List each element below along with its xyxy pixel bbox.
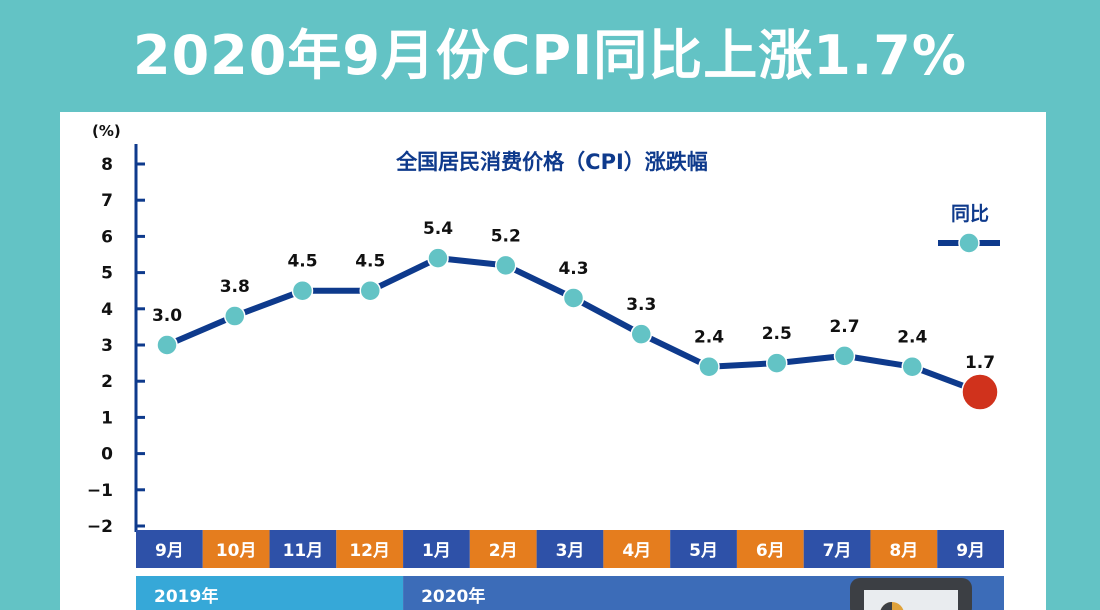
data-label: 1.7 xyxy=(965,353,995,373)
data-point xyxy=(359,279,381,302)
legend-marker xyxy=(958,232,980,254)
data-label: 3.8 xyxy=(220,277,250,297)
y-tick-label: 8 xyxy=(101,155,113,175)
month-cell xyxy=(136,530,203,568)
month-label: 9月 xyxy=(155,541,184,561)
y-tick-label: −2 xyxy=(87,517,113,537)
month-label: 7月 xyxy=(823,541,852,561)
data-label: 2.7 xyxy=(829,317,859,337)
data-point-highlight xyxy=(961,373,999,411)
y-tick-label: 5 xyxy=(101,264,113,284)
month-cell xyxy=(670,530,737,568)
month-label: 10月 xyxy=(216,541,257,561)
data-label: 4.5 xyxy=(355,252,385,272)
y-unit-label: (%) xyxy=(92,122,121,140)
data-label: 5.4 xyxy=(423,219,453,239)
data-label: 2.4 xyxy=(897,328,927,348)
y-tick-label: 1 xyxy=(101,408,113,428)
month-cell xyxy=(870,530,938,568)
data-label: 4.3 xyxy=(558,259,588,279)
data-label: 3.3 xyxy=(626,295,656,315)
data-point xyxy=(698,355,720,378)
data-label: 5.2 xyxy=(491,226,521,246)
y-tick-label: −1 xyxy=(87,481,113,501)
data-point xyxy=(766,352,788,374)
month-label: 6月 xyxy=(756,541,785,561)
month-cell xyxy=(469,530,537,568)
month-label: 12月 xyxy=(349,541,390,561)
data-label: 4.5 xyxy=(287,252,317,272)
data-point xyxy=(156,334,178,356)
month-cell xyxy=(937,530,1004,568)
data-label: 2.4 xyxy=(694,328,724,348)
data-point xyxy=(901,355,923,378)
device-screen-icon xyxy=(864,590,958,610)
month-label: 3月 xyxy=(556,541,585,561)
chart-panel: 全国居民消费价格（CPI）涨跌幅 (%) 8 7 6 5 4 3 2 1 0 −1 −2 3.0 3.8 4.… xyxy=(60,112,1046,610)
data-label: 2.5 xyxy=(762,324,792,344)
data-label: 3.0 xyxy=(152,306,182,326)
y-tick-label: 2 xyxy=(101,372,113,392)
cpi-line-chart: 全国居民消费价格（CPI）涨跌幅 (%) 8 7 6 5 4 3 2 1 0 −1 −2 3.0 3.8 4.… xyxy=(87,122,1005,610)
legend-label: 同比 xyxy=(951,203,989,225)
chart-title: 全国居民消费价格（CPI）涨跌幅 xyxy=(395,150,708,174)
month-cell xyxy=(269,530,337,568)
data-point xyxy=(562,287,585,309)
month-cell xyxy=(736,530,804,568)
headline: 2020年9月份CPI同比上涨1.7% xyxy=(133,24,967,87)
year-label: 2020年 xyxy=(421,586,485,607)
month-cell xyxy=(202,530,270,568)
month-cell xyxy=(803,530,871,568)
y-tick-label: 0 xyxy=(101,445,113,465)
data-point xyxy=(833,345,856,367)
y-tick-label: 7 xyxy=(101,191,113,211)
month-cell xyxy=(536,530,604,568)
y-tick-label: 4 xyxy=(101,300,113,320)
y-tick-label: 3 xyxy=(101,336,113,356)
month-label: 9月 xyxy=(956,541,985,561)
data-point xyxy=(630,323,652,345)
y-tick-label: 6 xyxy=(101,227,113,247)
month-label: 8月 xyxy=(889,541,918,561)
pie-slice-icon xyxy=(880,602,892,610)
data-point xyxy=(224,305,246,327)
data-point xyxy=(495,254,517,277)
month-cell xyxy=(403,530,470,568)
year-label: 2019年 xyxy=(154,586,218,607)
month-cell xyxy=(336,530,404,568)
month-label: 1月 xyxy=(422,541,451,561)
year-cell xyxy=(136,576,404,610)
month-label: 2月 xyxy=(489,541,518,561)
data-point xyxy=(427,247,449,269)
month-label: 11月 xyxy=(283,541,324,561)
month-label: 4月 xyxy=(622,541,651,561)
month-cell xyxy=(603,530,671,568)
month-label: 5月 xyxy=(689,541,718,561)
data-point xyxy=(291,279,314,302)
